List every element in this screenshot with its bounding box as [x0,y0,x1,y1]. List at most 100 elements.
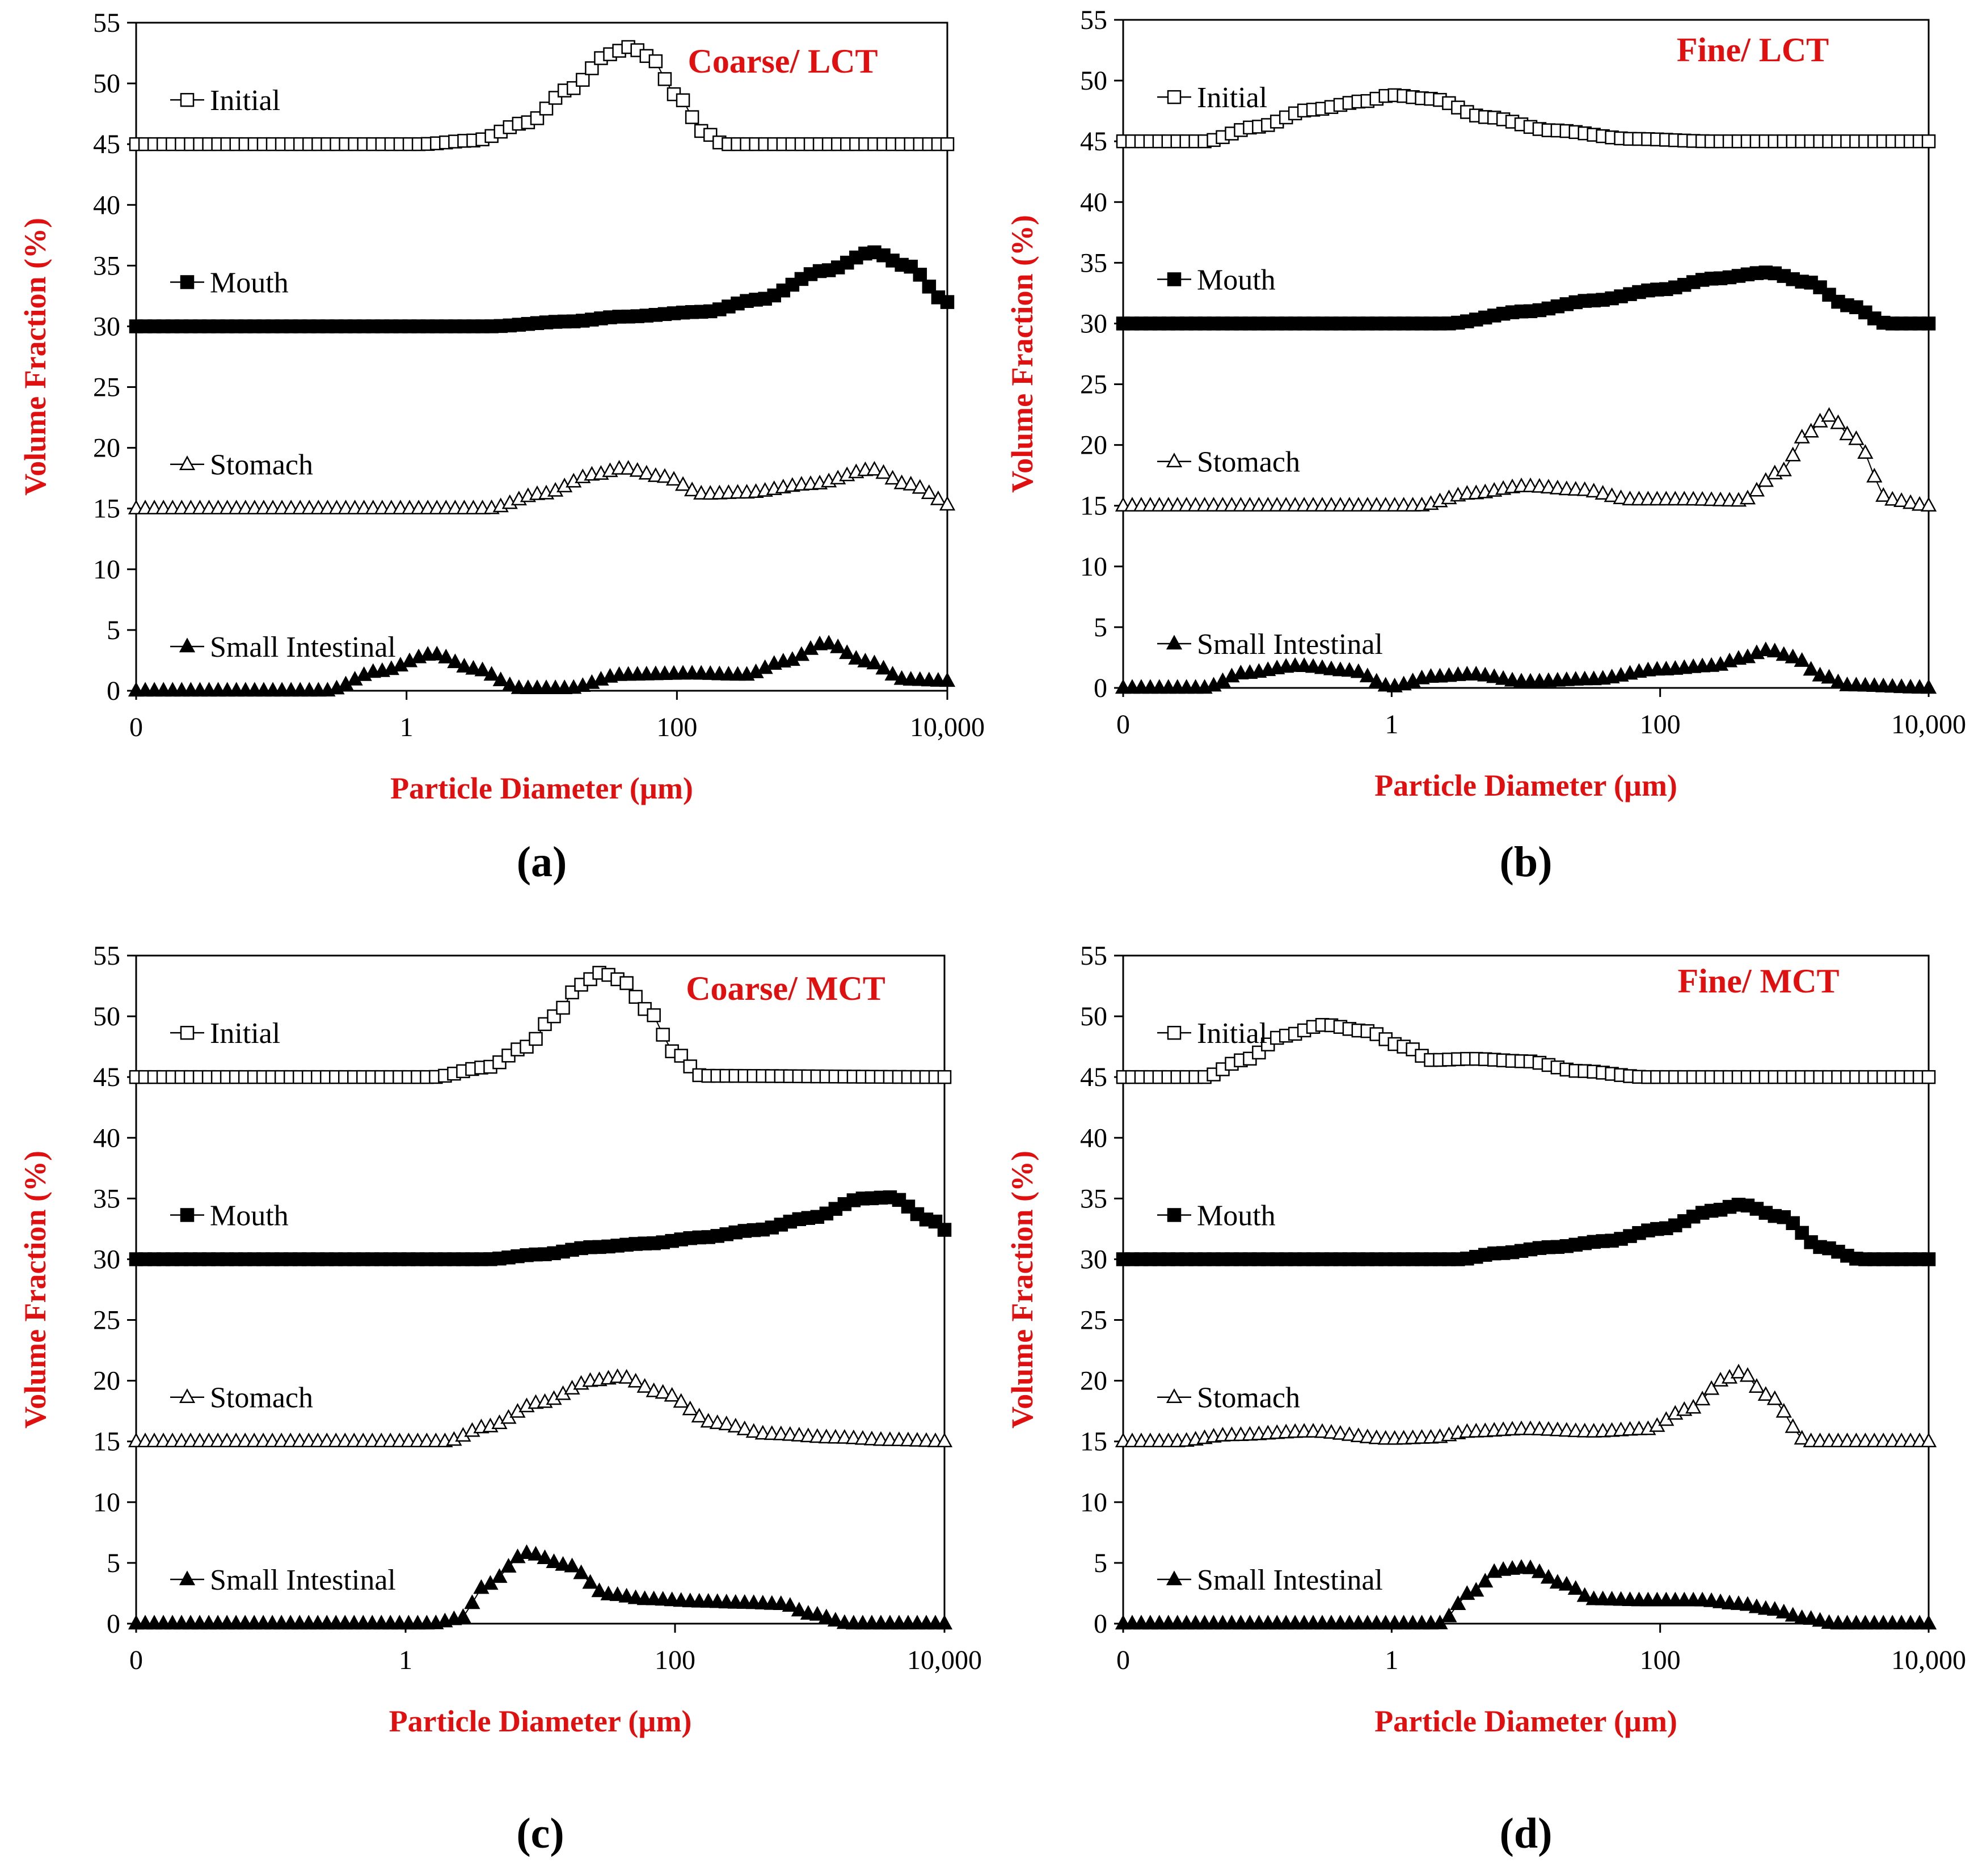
x-tick-label: 100 [655,1645,695,1675]
series-stomach: Stomach [1115,1363,1937,1447]
y-tick-label: 20 [93,1366,120,1396]
y-tick-label: 55 [1080,5,1107,35]
data-point [1549,1574,1566,1589]
data-point [1314,1423,1331,1438]
data-point [447,653,463,669]
data-point [1595,485,1611,500]
data-point [845,1429,862,1444]
y-tick-label: 10 [93,555,120,585]
y-tick-label: 45 [93,129,120,159]
data-point [1748,1598,1765,1613]
data-point [1739,489,1756,505]
data-point [1522,477,1539,492]
data-point [591,1582,608,1598]
data-point [620,460,636,475]
series-label: Small Intestinal [210,1564,396,1596]
data-point [1921,316,1936,331]
x-axis-title: Particle Diameter (µm) [389,1704,692,1738]
data-point [627,1372,644,1388]
data-point [875,464,892,479]
data-point [619,976,634,990]
data-point [682,1400,698,1416]
data-point [1305,658,1322,673]
data-point [438,648,454,664]
x-axis-title: Particle Diameter (µm) [1374,768,1677,802]
data-point [1531,1563,1548,1578]
y-tick-label: 30 [1080,309,1107,339]
data-point [893,670,910,685]
data-point [1794,652,1810,667]
data-point [1830,673,1846,688]
y-tick-label: 25 [1080,1305,1107,1336]
legend-marker [179,1570,196,1586]
data-point [940,137,955,151]
series-stomach: Stomach [128,1368,953,1447]
y-tick-label: 25 [1080,370,1107,400]
data-point [1477,666,1494,682]
data-point [546,1553,562,1568]
series-mouth: Mouth [1116,264,1936,331]
data-point [718,1416,735,1430]
legend-marker [1167,272,1182,286]
data-point [685,110,699,124]
series-label: Initial [210,1017,280,1050]
data-point [1350,1427,1367,1442]
data-point [655,1591,671,1606]
series-mouth: Mouth [1116,1198,1936,1266]
series-label: Small Intestinal [210,631,396,664]
y-tick-label: 50 [1080,1002,1107,1032]
y-tick-label: 5 [1094,1548,1107,1578]
data-point [491,1568,508,1583]
y-tick-label: 40 [1080,1123,1107,1153]
legend-marker [179,1388,196,1403]
data-point [1775,461,1792,476]
y-tick-label: 20 [93,433,120,463]
data-point [1694,1391,1711,1406]
data-point [1522,1559,1539,1574]
data-point [674,476,691,491]
data-point [1830,414,1846,429]
y-tick-label: 55 [93,8,120,38]
series-label: Stomach [210,449,313,481]
y-tick-label: 40 [93,1123,120,1153]
data-point [1685,1398,1702,1414]
data-point [429,645,445,661]
data-point [809,1428,825,1443]
data-point [1920,1433,1937,1447]
data-point [1477,1573,1494,1588]
data-point [564,1557,580,1573]
data-point [782,1426,798,1441]
data-point [818,1608,834,1624]
data-point [1486,668,1503,683]
data-point [673,1592,689,1607]
data-point [1576,481,1593,496]
data-point [1576,1587,1593,1602]
y-tick-label: 15 [1080,491,1107,521]
series-initial: Initial [129,966,952,1084]
data-point [1921,1070,1936,1084]
data-point [754,1425,771,1440]
data-point [474,661,491,677]
data-point [937,1070,952,1084]
data-point [618,1368,635,1384]
plot-frame [1122,19,1930,689]
x-tick-label: 100 [1640,1645,1681,1675]
legend-marker [1167,1025,1182,1040]
y-tick-label: 50 [93,1002,120,1032]
data-point [922,280,937,294]
data-point [773,1595,789,1610]
y-tick-label: 15 [93,1427,120,1457]
chart-panel-d: 0 5 10 15 20 25 30 35 40 45 50 55 0 1 100 10,000 Particl… [1005,941,1966,1857]
data-point [518,1544,535,1560]
data-point [528,1545,544,1561]
data-point [884,666,901,681]
data-point [1902,494,1919,509]
legend-marker [179,637,196,653]
y-tick-label: 15 [93,494,120,524]
data-point [647,467,664,482]
y-tick-label: 5 [107,1548,120,1578]
data-point [501,676,518,691]
data-point [1766,1601,1783,1616]
data-point [1332,1425,1349,1440]
data-point [582,1574,598,1589]
